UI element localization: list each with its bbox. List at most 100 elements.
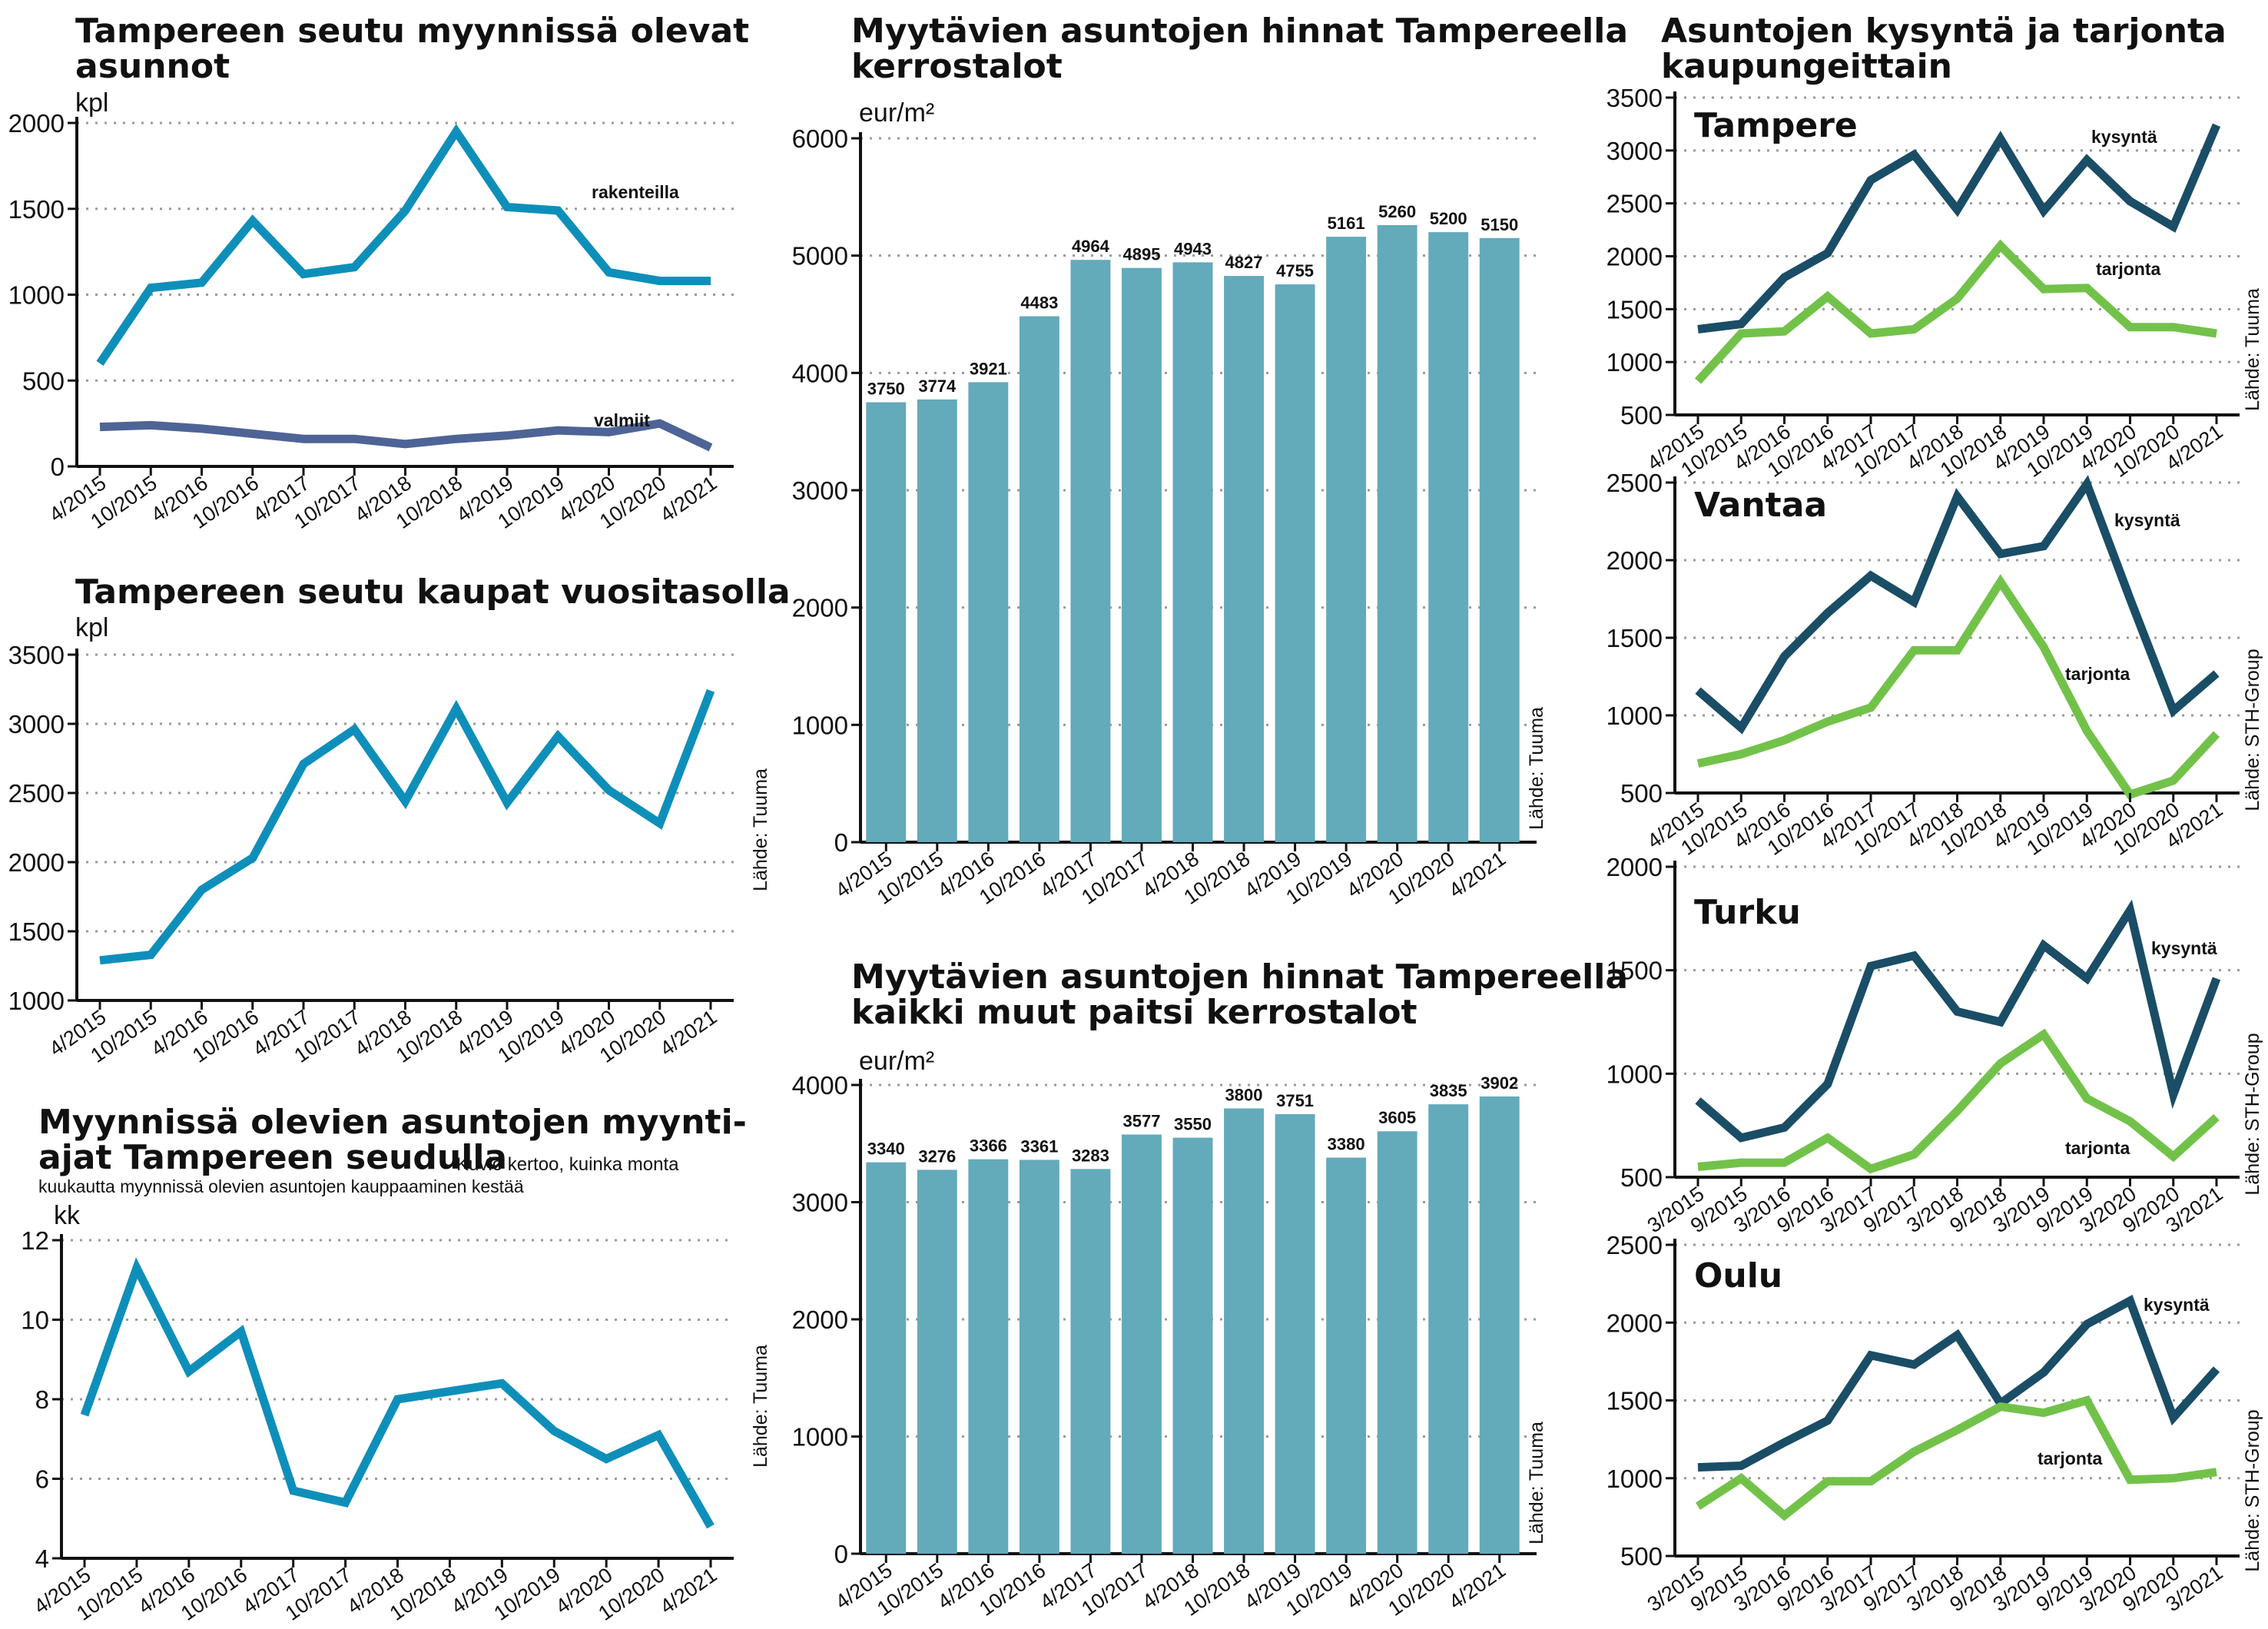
y-axis-unit: kpl bbox=[75, 88, 108, 118]
x-tick-label: 4/2021 bbox=[1444, 1558, 1510, 1614]
bar-value-label: 3750 bbox=[867, 380, 905, 399]
series-line-main bbox=[80, 1257, 715, 1529]
y-tick-label: 0 bbox=[834, 1540, 848, 1568]
y-tick-label: 12 bbox=[21, 1226, 49, 1255]
chart-title: ajat Tampereen seudulla bbox=[38, 1138, 507, 1177]
city-label: Vantaa bbox=[1694, 486, 1827, 525]
bar-value-label: 3340 bbox=[867, 1140, 905, 1159]
bar bbox=[1224, 276, 1264, 842]
bar bbox=[1326, 1157, 1367, 1554]
title-note: Kuvio kertoo, kuinka monta bbox=[456, 1154, 679, 1175]
y-tick-label: 2000 bbox=[1606, 853, 1663, 881]
chart-title: kerrostalot bbox=[851, 47, 1063, 86]
bar-value-label: 3276 bbox=[918, 1146, 956, 1166]
y-tick-label: 3000 bbox=[8, 710, 65, 738]
chart-c9: Oulu5001000150020002500kysyntätarjonta3/… bbox=[1606, 1231, 2263, 1616]
series-label: kysyntä bbox=[2144, 1295, 2210, 1315]
series-line-kysyntä bbox=[1697, 123, 2221, 333]
bar bbox=[1377, 1131, 1418, 1554]
chart-c5: Myytävien asuntojen hinnat Tampereellaka… bbox=[792, 957, 1628, 1621]
bar-value-label: 3800 bbox=[1225, 1086, 1263, 1105]
bar-value-label: 3921 bbox=[970, 359, 1007, 378]
bar bbox=[917, 1169, 957, 1554]
series-line-rakenteilla bbox=[96, 124, 711, 366]
y-tick-label: 1000 bbox=[1606, 1465, 1663, 1493]
bar bbox=[1172, 262, 1213, 842]
bar-value-label: 3751 bbox=[1276, 1091, 1314, 1110]
source-label: Lähde: Tuuma bbox=[1526, 1422, 1547, 1544]
bar-value-label: 4755 bbox=[1276, 261, 1314, 280]
bar bbox=[1377, 224, 1418, 842]
chart-title: Asuntojen kysyntä ja tarjonta bbox=[1661, 12, 2227, 51]
bar bbox=[1019, 1160, 1059, 1554]
series-line-kysyntä bbox=[1695, 899, 2221, 1143]
series-label: kysyntä bbox=[2114, 510, 2180, 530]
bar bbox=[1070, 260, 1111, 842]
series-line-valmiit bbox=[99, 419, 713, 452]
y-tick-label: 1500 bbox=[8, 917, 65, 946]
x-tick-label: 4/2021 bbox=[656, 1005, 721, 1060]
bar-value-label: 3550 bbox=[1174, 1115, 1212, 1134]
series-line-kysyntä bbox=[1697, 1295, 2220, 1472]
y-tick-label: 3500 bbox=[8, 641, 65, 669]
y-tick-label: 4 bbox=[35, 1544, 49, 1573]
y-tick-label: 1000 bbox=[8, 281, 65, 310]
chart-title: Tampereen seutu myynnissä olevat bbox=[75, 12, 749, 51]
chart-c7: Vantaa 500 1000 1500 2000 2500 kysyntä tarjonta… bbox=[1606, 469, 2263, 860]
y-tick-label: 500 bbox=[1620, 1163, 1663, 1192]
source-label: Lähde: Tuuma bbox=[750, 1345, 771, 1468]
series-line-tarjonta bbox=[1697, 1028, 2220, 1174]
y-tick-label: 2000 bbox=[792, 1306, 848, 1334]
chart-title: Myytävien asuntojen hinnat Tampereella bbox=[851, 12, 1628, 51]
y-tick-label: 2000 bbox=[1606, 1309, 1663, 1337]
y-tick-label: 2000 bbox=[792, 594, 848, 622]
y-tick-label: 0 bbox=[834, 828, 848, 857]
series-label: kysyntä bbox=[2151, 938, 2217, 958]
bar bbox=[866, 402, 907, 842]
chart-title: Myynnissä olevien asuntojen myynti- bbox=[38, 1103, 747, 1142]
bar-value-label: 3577 bbox=[1122, 1112, 1160, 1131]
y-tick-label: 500 bbox=[22, 367, 65, 395]
y-tick-label: 1000 bbox=[792, 1423, 848, 1452]
chart-title: Myytävien asuntojen hinnat Tampereella bbox=[851, 957, 1628, 997]
bar bbox=[1326, 237, 1367, 842]
chart-title: kaikki muut paitsi kerrostalot bbox=[851, 993, 1418, 1032]
series-label: kysyntä bbox=[2091, 127, 2157, 147]
bar bbox=[1070, 1169, 1111, 1554]
y-tick-label: 4000 bbox=[792, 359, 848, 387]
chart-c4: Myytävien asuntojen hinnat Tampereellake… bbox=[792, 12, 1628, 909]
y-tick-label: 2500 bbox=[8, 779, 65, 808]
y-tick-label: 3000 bbox=[792, 1189, 848, 1217]
y-tick-label: 3500 bbox=[1606, 84, 1663, 112]
bar bbox=[1275, 1113, 1315, 1554]
bar-value-label: 4483 bbox=[1020, 294, 1058, 313]
y-axis-unit: eur/m² bbox=[859, 98, 934, 128]
y-tick-label: 6 bbox=[35, 1465, 49, 1494]
city-label: Turku bbox=[1694, 893, 1801, 932]
bar-value-label: 3366 bbox=[970, 1136, 1007, 1156]
x-tick-label: 4/2021 bbox=[1444, 847, 1510, 902]
series-line-kysyntä bbox=[1695, 475, 2220, 735]
y-axis-unit: eur/m² bbox=[859, 1047, 934, 1076]
bar-value-label: 4895 bbox=[1122, 245, 1160, 264]
bar bbox=[1172, 1137, 1213, 1554]
y-tick-label: 1500 bbox=[1606, 1387, 1663, 1415]
y-axis-unit: kpl bbox=[75, 613, 108, 642]
bar-value-label: 3361 bbox=[1020, 1136, 1058, 1156]
y-tick-label: 4000 bbox=[792, 1071, 848, 1100]
chart-title: kaupungeittain bbox=[1661, 47, 1952, 86]
chart-title: Tampereen seutu kaupat vuositasolla bbox=[75, 572, 791, 612]
y-tick-label: 1500 bbox=[8, 195, 65, 224]
y-tick-label: 1500 bbox=[1606, 624, 1663, 652]
chart-c1: Tampereen seutu myynnissä olevatasunnotk… bbox=[8, 12, 750, 533]
bar bbox=[866, 1162, 907, 1554]
source-label: Lähde: STH-Group bbox=[2242, 1409, 2263, 1571]
y-tick-label: 2500 bbox=[1606, 1231, 1663, 1259]
bar-value-label: 4827 bbox=[1225, 253, 1263, 272]
city-label: Oulu bbox=[1694, 1256, 1782, 1296]
bar bbox=[1122, 1134, 1162, 1554]
bar-value-label: 3605 bbox=[1378, 1108, 1416, 1127]
y-tick-label: 1000 bbox=[792, 711, 848, 739]
x-tick-label: 4/2021 bbox=[656, 471, 721, 526]
